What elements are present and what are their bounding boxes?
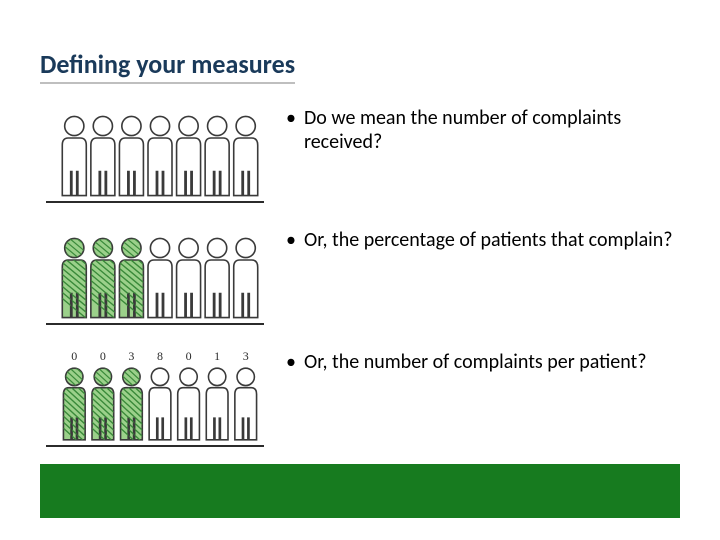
- row-2: Or, the percentage of patients that comp…: [40, 222, 680, 334]
- row-3: 0 0 3 8 0 1 3 Or, the number of complaints per…: [40, 344, 680, 456]
- people-illustration-3: 0 0 3 8 0 1 3: [40, 344, 270, 456]
- svg-text:0: 0: [71, 349, 77, 363]
- svg-text:8: 8: [157, 349, 163, 363]
- bullet-2: Or, the percentage of patients that comp…: [282, 228, 680, 252]
- svg-text:1: 1: [214, 349, 220, 363]
- bullet-1: Do we mean the number of complaints rece…: [282, 106, 680, 155]
- footer-bar: [40, 464, 680, 518]
- svg-text:0: 0: [100, 349, 106, 363]
- bullet-block-3: Or, the number of complaints per patient…: [282, 344, 680, 374]
- row-1: Do we mean the number of complaints rece…: [40, 100, 680, 212]
- figure-3: 0 0 3 8 0 1 3: [40, 344, 270, 456]
- bullet-block-1: Do we mean the number of complaints rece…: [282, 100, 680, 155]
- figure-1: [40, 100, 270, 212]
- figure-2: [40, 222, 270, 334]
- svg-text:3: 3: [243, 349, 249, 363]
- people-illustration-1: [40, 100, 270, 212]
- svg-text:3: 3: [128, 349, 134, 363]
- slide-content: Do we mean the number of complaints rece…: [40, 100, 680, 466]
- bullet-block-2: Or, the percentage of patients that comp…: [282, 222, 680, 252]
- slide-title: Defining your measures: [40, 48, 295, 84]
- svg-text:0: 0: [186, 349, 192, 363]
- slide: Defining your measures Do we mean the nu…: [0, 0, 720, 540]
- bullet-3: Or, the number of complaints per patient…: [282, 350, 680, 374]
- people-illustration-2: [40, 222, 270, 334]
